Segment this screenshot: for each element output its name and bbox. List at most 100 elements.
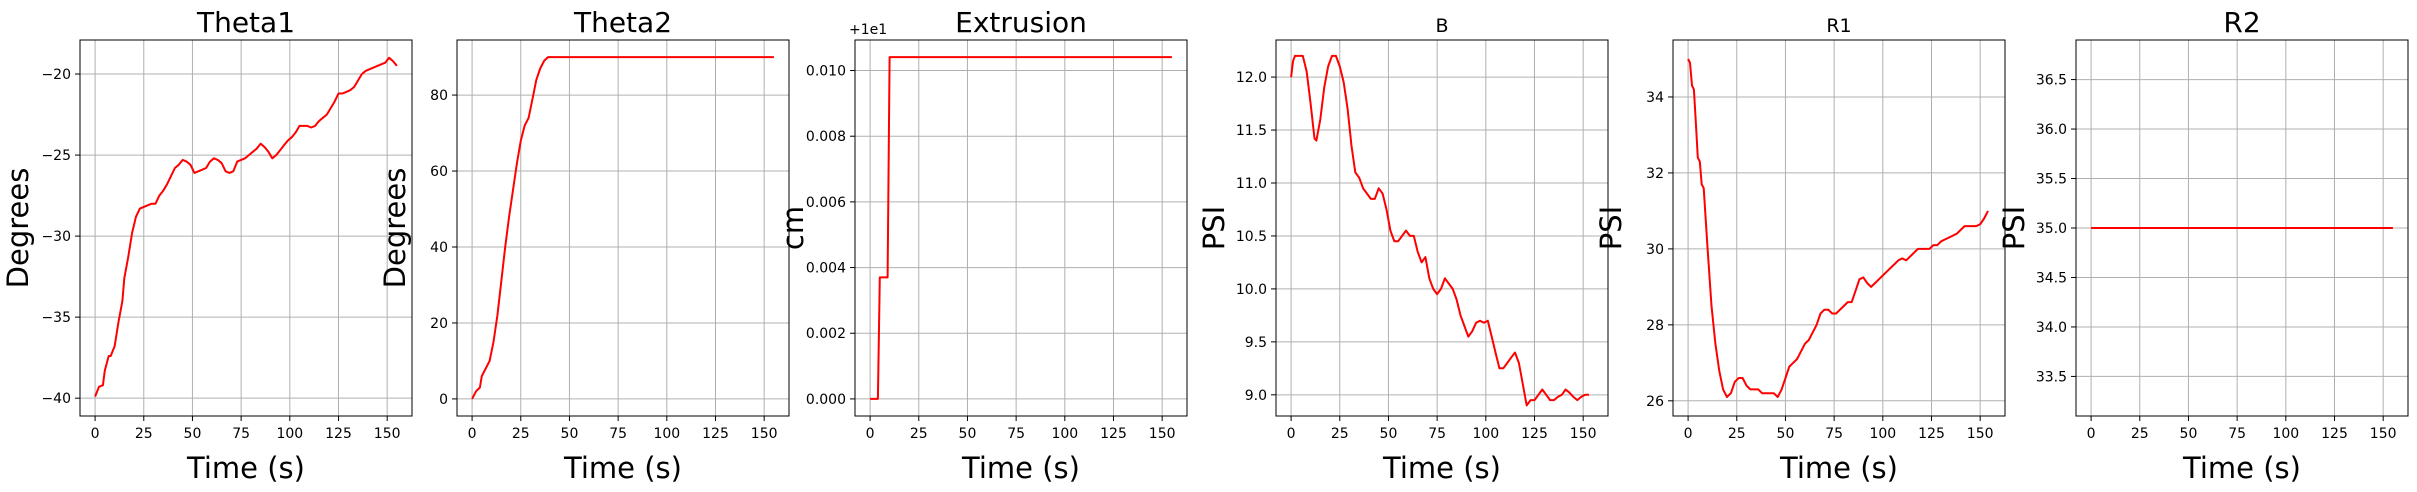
axis-offset-label: +1e1 <box>849 22 887 38</box>
x-tick-label: 150 <box>1570 426 1597 442</box>
x-tick-label: 75 <box>1428 426 1446 442</box>
x-tick-label: 150 <box>2370 426 2397 442</box>
x-tick-label: 25 <box>1331 426 1349 442</box>
y-tick-label: 36.5 <box>2036 73 2067 89</box>
x-tick-label: 100 <box>1051 426 1078 442</box>
x-tick-label: 25 <box>2131 426 2149 442</box>
x-tick-label: 125 <box>325 426 352 442</box>
x-axis-label: Time (s) <box>1779 451 1898 485</box>
x-tick-label: 75 <box>232 426 250 442</box>
chart-panel: 0 25 50 75 100 125 150 26 28 30 32 34 R1 Time (s) PSI <box>1594 15 2006 485</box>
axes-frame <box>456 39 790 417</box>
x-axis-label: Time (s) <box>1382 451 1501 485</box>
y-tick-label: 0.000 <box>806 392 846 408</box>
x-tick-label: 25 <box>512 426 530 442</box>
y-tick-label: 11.0 <box>1236 176 1267 192</box>
y-tick-label: −40 <box>41 391 71 407</box>
x-tick-label: 125 <box>1100 426 1127 442</box>
y-tick-label: −25 <box>41 148 71 164</box>
y-tick-label: −30 <box>41 229 71 245</box>
x-tick-label: 50 <box>184 426 202 442</box>
x-axis-label: Time (s) <box>186 451 305 485</box>
x-tick-label: 25 <box>135 426 153 442</box>
series-line <box>1290 54 1589 407</box>
x-tick-label: 0 <box>91 426 100 442</box>
x-tick-label: 25 <box>910 426 928 442</box>
axes-frame <box>1672 39 2006 417</box>
x-tick-label: 75 <box>609 426 627 442</box>
x-tick-label: 150 <box>751 426 778 442</box>
x-tick-label: 75 <box>2228 426 2246 442</box>
y-tick-label: 12.0 <box>1236 70 1267 86</box>
y-tick-label: 0.006 <box>806 195 846 211</box>
y-tick-label: 32 <box>1646 166 1664 182</box>
axes-frame <box>1275 39 1609 417</box>
y-axis-label: cm <box>776 206 810 250</box>
x-axis-label: Time (s) <box>961 451 1080 485</box>
x-tick-label: 50 <box>1380 426 1398 442</box>
y-tick-label: 0 <box>439 392 448 408</box>
x-tick-label: 125 <box>1521 426 1548 442</box>
y-axis-label: Degrees <box>378 168 412 289</box>
x-tick-label: 125 <box>702 426 729 442</box>
chart-title: Theta1 <box>196 6 295 39</box>
y-axis-label: PSI <box>1594 206 1628 250</box>
y-tick-label: 34.5 <box>2036 270 2067 286</box>
series-line <box>870 56 1172 400</box>
y-tick-label: 30 <box>1646 242 1664 258</box>
x-tick-label: 50 <box>1777 426 1795 442</box>
y-tick-label: 26 <box>1646 394 1664 410</box>
x-tick-label: 0 <box>1287 426 1296 442</box>
y-tick-label: 28 <box>1646 318 1664 334</box>
chart-title: R1 <box>1826 15 1851 37</box>
chart-panel: 0 25 50 75 100 125 150 −40 −35 −30 −25 −20 Theta1 Tim… <box>1 6 413 485</box>
series-line <box>1687 58 1989 398</box>
x-tick-label: 100 <box>2272 426 2299 442</box>
y-tick-label: 34 <box>1646 90 1664 106</box>
x-tick-label: 0 <box>1684 426 1693 442</box>
y-axis-label: PSI <box>1997 206 2031 250</box>
series-line <box>471 56 774 400</box>
x-tick-label: 0 <box>2087 426 2096 442</box>
x-tick-label: 150 <box>374 426 401 442</box>
y-tick-label: 0.008 <box>806 129 846 145</box>
y-tick-label: −20 <box>41 67 71 83</box>
x-tick-label: 100 <box>1869 426 1896 442</box>
y-tick-label: 10.0 <box>1236 282 1267 298</box>
y-tick-label: 0.004 <box>806 261 846 277</box>
x-axis-label: Time (s) <box>2182 451 2301 485</box>
x-tick-label: 50 <box>2180 426 2198 442</box>
chart-panel: 0 25 50 75 100 125 150 33.5 34.0 34.5 35.0 35.5 36.0… <box>1997 6 2409 485</box>
y-tick-label: 35.0 <box>2036 221 2067 237</box>
chart-panel: 0 25 50 75 100 125 150 9.0 9.5 10.0 10.5 11.0 11.5 12… <box>1197 15 1609 485</box>
y-tick-label: 20 <box>430 316 448 332</box>
y-tick-label: 9.0 <box>1245 388 1267 404</box>
x-tick-label: 50 <box>959 426 977 442</box>
chart-panel: 0 25 50 75 100 125 150 0.000 0.002 0.004 0.006 0.00… <box>776 6 1188 485</box>
y-tick-label: 9.5 <box>1245 335 1267 351</box>
x-tick-label: 125 <box>1918 426 1945 442</box>
y-tick-label: 36.0 <box>2036 122 2067 138</box>
chart-title: Extrusion <box>955 6 1087 39</box>
y-tick-label: 0.010 <box>806 64 846 80</box>
x-tick-label: 0 <box>468 426 477 442</box>
y-tick-label: 35.5 <box>2036 172 2067 188</box>
x-tick-label: 50 <box>561 426 579 442</box>
x-tick-label: 100 <box>1472 426 1499 442</box>
y-tick-label: 11.5 <box>1236 123 1267 139</box>
chart-title: R2 <box>2223 6 2260 39</box>
y-axis-label: Degrees <box>1 168 35 289</box>
x-tick-label: 25 <box>1728 426 1746 442</box>
x-tick-label: 125 <box>2321 426 2348 442</box>
y-tick-label: −35 <box>41 310 71 326</box>
x-tick-label: 150 <box>1149 426 1176 442</box>
y-tick-label: 60 <box>430 164 448 180</box>
y-tick-label: 0.002 <box>806 326 846 342</box>
y-tick-label: 10.5 <box>1236 229 1267 245</box>
y-tick-label: 80 <box>430 88 448 104</box>
axes-frame <box>79 39 413 417</box>
y-tick-label: 40 <box>430 240 448 256</box>
axes-frame <box>854 39 1188 417</box>
x-tick-label: 100 <box>653 426 680 442</box>
